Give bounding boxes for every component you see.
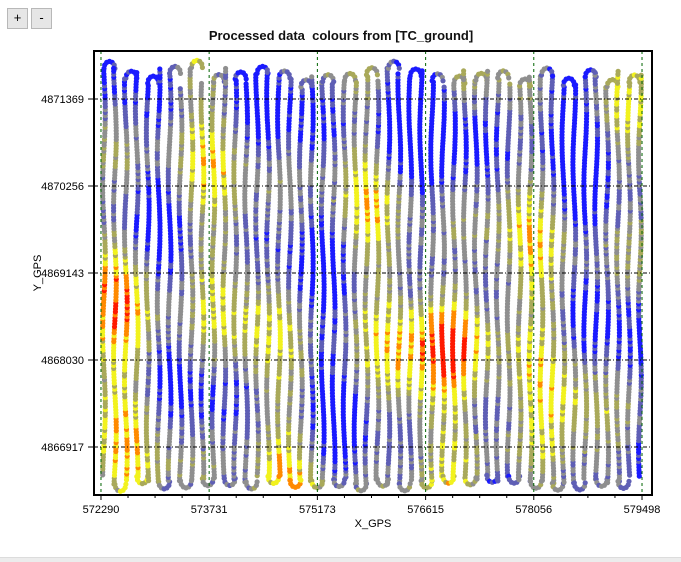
data-point bbox=[223, 65, 229, 72]
data-point bbox=[375, 78, 381, 84]
data-point bbox=[198, 80, 205, 87]
data-point bbox=[177, 70, 184, 76]
data-points bbox=[100, 57, 644, 494]
data-point bbox=[254, 479, 260, 485]
data-point bbox=[288, 76, 294, 82]
data-point bbox=[243, 76, 249, 82]
data-point bbox=[440, 78, 446, 84]
data-point bbox=[396, 65, 402, 71]
data-point bbox=[419, 68, 425, 74]
data-point bbox=[177, 86, 183, 92]
data-point bbox=[243, 81, 249, 87]
data-point bbox=[264, 69, 270, 75]
data-point bbox=[353, 80, 359, 86]
data-point bbox=[111, 65, 117, 71]
data-point bbox=[461, 68, 467, 74]
chart-title: Processed data colours from [TC_ground] bbox=[0, 28, 681, 43]
zoom-in-button[interactable]: + bbox=[7, 8, 28, 29]
data-point bbox=[395, 71, 401, 77]
chart-title-text: Processed data colours from [TC_ground] bbox=[208, 28, 474, 43]
zoom-out-button[interactable]: - bbox=[31, 8, 52, 29]
data-point bbox=[157, 66, 163, 72]
data-point bbox=[134, 70, 140, 76]
data-point bbox=[199, 64, 205, 71]
data-point bbox=[309, 74, 315, 80]
data-point bbox=[374, 72, 380, 78]
data-point bbox=[441, 84, 447, 90]
data-point bbox=[123, 481, 129, 487]
data-point bbox=[329, 81, 335, 87]
